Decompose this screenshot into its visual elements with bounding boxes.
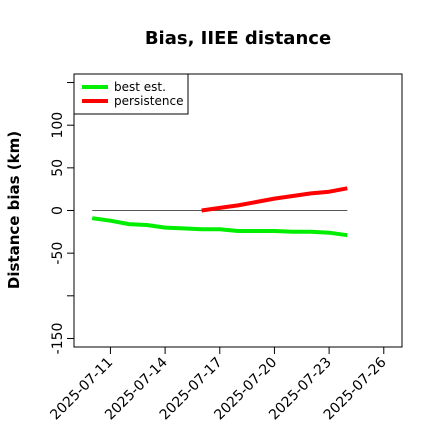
y-axis-title: Distance bias (km)	[5, 131, 23, 289]
y-tick-label: 0	[50, 206, 66, 215]
series-line-best-est	[91, 216, 348, 238]
legend-label: best est.	[114, 80, 166, 94]
y-tick-label: -50	[50, 242, 66, 265]
series-line-persistence	[201, 186, 348, 213]
legend-box	[73, 73, 189, 115]
y-tick-label: 50	[50, 159, 66, 177]
chart-title: Bias, IIEE distance	[145, 28, 331, 49]
y-tick-label: -150	[50, 323, 66, 355]
y-tick-label: 100	[50, 112, 66, 139]
legend-label: persistence	[114, 94, 183, 108]
plot-area: -150-500501002025-07-112025-07-142025-07…	[47, 73, 403, 423]
